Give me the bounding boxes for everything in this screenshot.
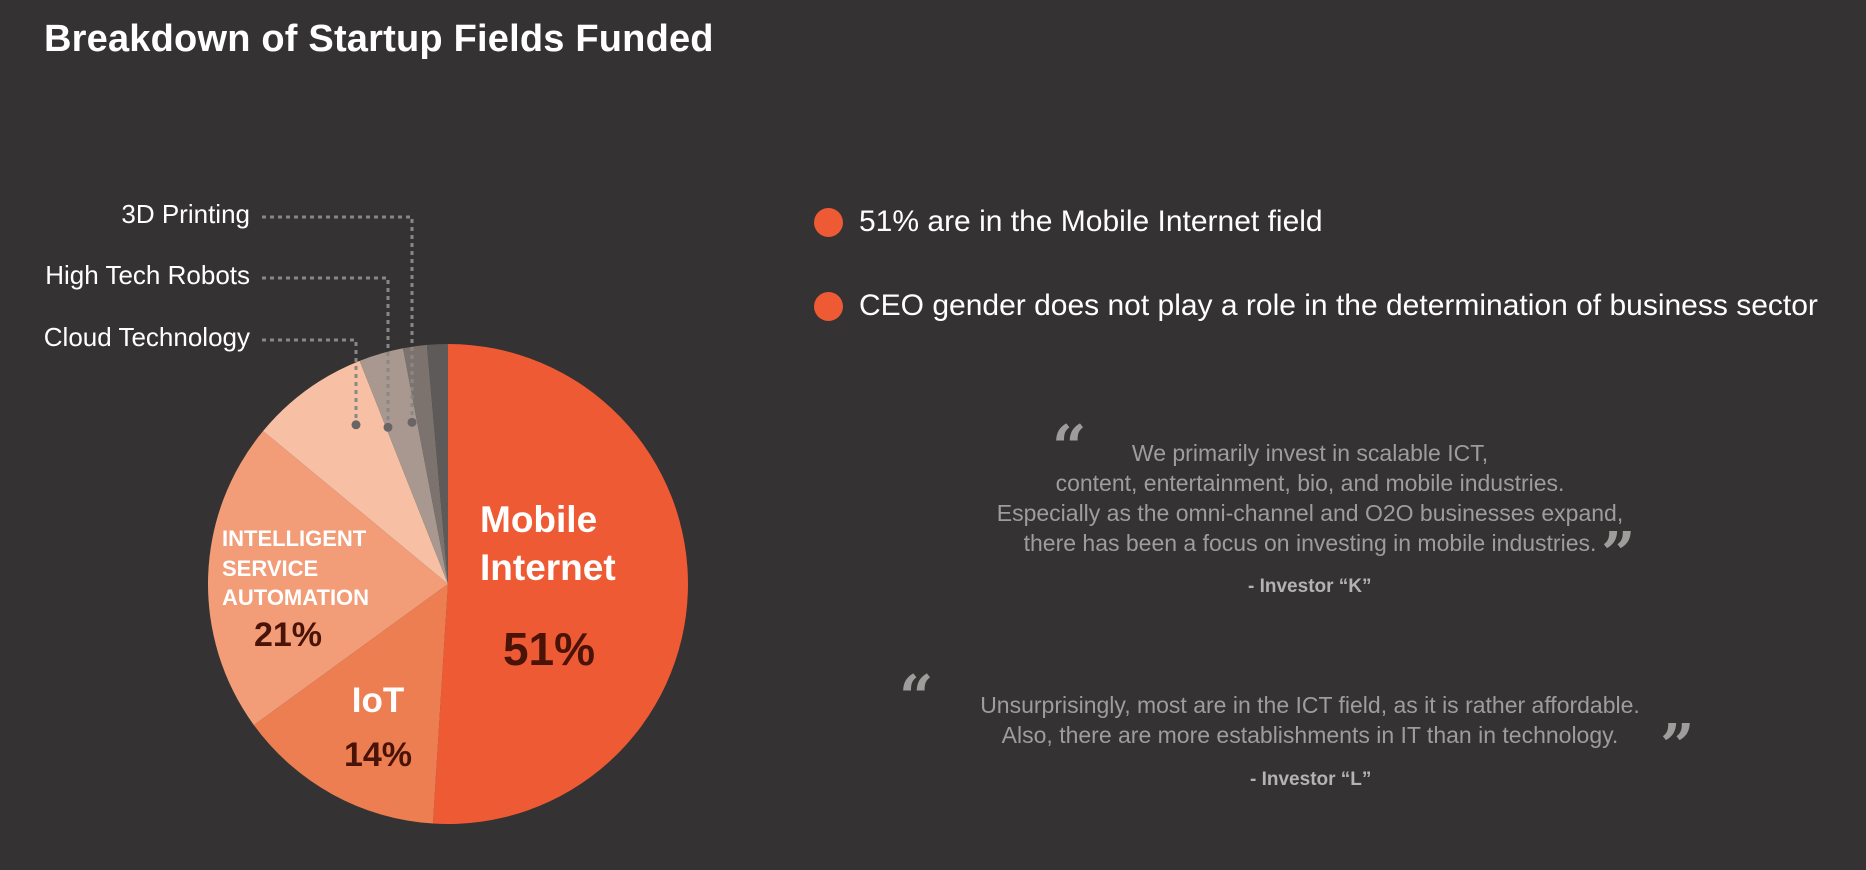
quote-line: We primarily invest in scalable ICT, <box>1131 440 1489 466</box>
quote-line: Also, there are more establishments in I… <box>1001 722 1619 748</box>
callout-label-high-tech-robots: High Tech Robots <box>45 260 250 290</box>
close-quote-icon: ” <box>1660 712 1695 782</box>
bullet-dot-icon <box>814 291 843 321</box>
quote-attribution: - Investor “K” <box>1248 576 1372 597</box>
slice-value-iot: 14% <box>344 736 412 774</box>
quote-investor-l: Unsurprisingly, most are in the ICT fiel… <box>915 690 1705 750</box>
callout-dot <box>407 417 417 427</box>
open-quote-icon: “ <box>899 663 934 733</box>
callout-dot <box>351 420 361 430</box>
slice-label-mobile-internet: Internet <box>480 547 616 588</box>
slice-value-mobile-internet: 51% <box>503 623 595 675</box>
slice-label-isa: INTELLIGENT <box>222 526 367 551</box>
finding-item: 51% are in the Mobile Internet field <box>814 200 1818 244</box>
slice-label-iot: IoT <box>352 681 404 720</box>
pie-slice-high-tech-robots <box>359 348 448 584</box>
quote-line: content, entertainment, bio, and mobile … <box>1055 470 1565 496</box>
callout-leader-line <box>262 276 390 428</box>
quote-line: Especially as the omni-channel and O2O b… <box>996 500 1624 526</box>
callout-label-cloud-technology: Cloud Technology <box>43 322 250 352</box>
open-quote-icon: “ <box>1052 413 1087 483</box>
close-quote-icon: ” <box>1601 520 1636 590</box>
callout-leader-line <box>262 215 414 423</box>
slice-value-isa: 21% <box>254 616 322 654</box>
callout-dot <box>383 422 393 432</box>
page-title: Breakdown of Startup Fields Funded <box>44 18 714 60</box>
pie-slice-mobile-internet <box>432 344 688 824</box>
finding-item: CEO gender does not play a role in the d… <box>814 284 1818 328</box>
quote-line: there has been a focus on investing in m… <box>1023 530 1597 556</box>
callout-label-3d-printing: 3D Printing <box>121 199 250 229</box>
slice-label-mobile-internet: Mobile <box>480 499 597 540</box>
finding-text: 51% are in the Mobile Internet field <box>859 205 1323 238</box>
quote-line: Unsurprisingly, most are in the ICT fiel… <box>980 692 1640 718</box>
quote-investor-k: We primarily invest in scalable ICT, con… <box>940 438 1680 558</box>
pie-slice-iot <box>253 584 448 824</box>
pie-slice-3d-printing <box>403 344 448 584</box>
key-findings: 51% are in the Mobile Internet field CEO… <box>814 200 1818 368</box>
pie-chart: Mobile Internet 51% IoT 14% INTELLIGENT SERVIC… <box>208 215 688 824</box>
pie-slice-other <box>426 344 448 584</box>
pie-slice-intelligent-service-automation <box>208 431 448 726</box>
slice-label-isa: AUTOMATION <box>222 585 369 610</box>
pie-slice-cloud-technology <box>263 360 448 584</box>
bullet-dot-icon <box>814 207 843 237</box>
finding-text: CEO gender does not play a role in the d… <box>859 289 1818 322</box>
quote-attribution: - Investor “L” <box>1250 769 1372 790</box>
slice-label-isa: SERVICE <box>222 556 318 581</box>
